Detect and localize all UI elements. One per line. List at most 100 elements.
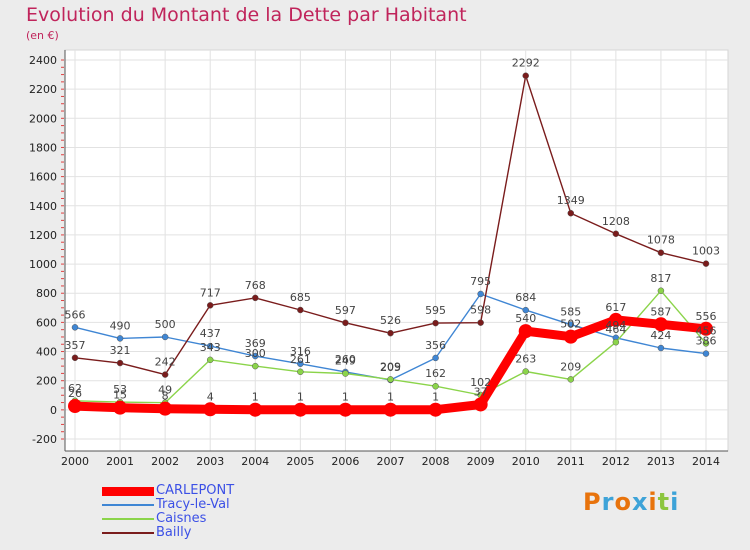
- data-point-caisnes: [342, 370, 349, 377]
- x-tick-label: 2004: [241, 455, 269, 468]
- data-point-caisnes: [612, 338, 620, 346]
- data-label-caisnes: 456: [696, 324, 717, 337]
- data-label-carlepont: 1: [387, 391, 394, 404]
- data-label-tracy-le-val: 424: [650, 329, 671, 342]
- legend-swatch-caisnes: [102, 518, 154, 520]
- data-point-carlepont: [518, 324, 533, 339]
- data-label-carlepont: 587: [650, 305, 671, 318]
- data-point-carlepont: [428, 402, 443, 417]
- data-label-bailly: 242: [155, 356, 176, 369]
- data-label-caisnes: 53: [113, 383, 127, 396]
- x-tick-label: 2000: [61, 455, 89, 468]
- legend-label-caisnes: Caisnes: [156, 511, 207, 526]
- data-point-carlepont: [563, 329, 578, 344]
- data-point-caisnes: [702, 340, 710, 347]
- x-tick-label: 2007: [377, 455, 405, 468]
- data-label-carlepont: 4: [207, 390, 214, 403]
- data-label-carlepont: 26: [68, 387, 82, 400]
- data-label-caisnes: 49: [158, 384, 172, 397]
- data-point-carlepont: [473, 397, 488, 412]
- data-point-caisnes: [522, 368, 529, 375]
- data-label-caisnes: 263: [515, 353, 536, 366]
- data-label-bailly: 1208: [602, 215, 630, 228]
- data-point-bailly: [702, 260, 710, 267]
- y-tick-label: 0: [50, 404, 57, 417]
- data-label-caisnes: 261: [290, 353, 311, 366]
- data-point-tracy-le-val: [522, 306, 529, 314]
- legend-item-caisnes: Caisnes: [102, 512, 322, 526]
- data-label-caisnes: 102: [470, 376, 491, 389]
- data-label-caisnes: 62: [68, 382, 82, 395]
- data-point-bailly: [342, 319, 349, 327]
- data-point-bailly: [252, 294, 259, 302]
- data-point-carlepont: [248, 402, 263, 417]
- logo-letter: i: [670, 488, 680, 516]
- data-point-tracy-le-val: [567, 321, 575, 328]
- data-label-bailly: 1349: [557, 194, 585, 207]
- data-label-carlepont: 1: [342, 391, 349, 404]
- data-label-tracy-le-val: 500: [155, 318, 176, 331]
- data-label-tracy-le-val: 795: [470, 275, 491, 288]
- data-point-tracy-le-val: [116, 335, 124, 342]
- data-label-carlepont: 1: [252, 391, 259, 404]
- x-tick-label: 2006: [331, 455, 359, 468]
- data-label-caisnes: 343: [200, 341, 221, 354]
- data-label-carlepont: 8: [162, 390, 169, 403]
- legend-item-bailly: Bailly: [102, 526, 322, 540]
- data-label-carlepont: 1: [297, 391, 304, 404]
- legend-label-tracy-le-val: Tracy-le-Val: [156, 497, 230, 512]
- data-label-caisnes: 162: [425, 367, 446, 380]
- data-label-bailly: 717: [200, 286, 221, 299]
- data-point-bailly: [612, 230, 620, 238]
- logo-letter: x: [631, 488, 649, 516]
- data-point-tracy-le-val: [71, 324, 79, 331]
- data-point-carlepont: [293, 402, 308, 417]
- x-tick-label: 2005: [286, 455, 314, 468]
- data-point-bailly: [116, 359, 124, 367]
- x-tick-label: 2010: [512, 455, 540, 468]
- y-tick-label: 200: [36, 375, 57, 388]
- data-point-tracy-le-val: [702, 350, 710, 357]
- data-label-caisnes: 464: [605, 323, 626, 336]
- data-label-tracy-le-val: 566: [65, 308, 86, 321]
- data-label-carlepont: 540: [515, 312, 536, 325]
- data-point-caisnes: [206, 356, 214, 364]
- data-label-caisnes: 817: [650, 272, 671, 285]
- data-point-bailly: [206, 302, 214, 309]
- y-tick-label: 1000: [29, 258, 57, 271]
- data-point-bailly: [71, 354, 79, 362]
- legend-swatch-tracy-le-val: [102, 504, 154, 506]
- data-label-bailly: 321: [110, 344, 131, 357]
- data-label-tracy-le-val: 369: [245, 337, 266, 350]
- logo-letter: o: [614, 488, 632, 516]
- data-label-caisnes: 209: [380, 360, 401, 373]
- data-point-caisnes: [387, 376, 394, 383]
- data-label-caisnes: 300: [245, 347, 266, 360]
- y-tick-label: 2200: [29, 83, 57, 96]
- data-point-bailly: [387, 329, 394, 337]
- data-point-carlepont: [68, 399, 82, 414]
- data-point-bailly: [567, 209, 575, 217]
- logo-letter: i: [648, 488, 658, 516]
- data-point-carlepont: [653, 317, 668, 332]
- data-label-bailly: 1003: [692, 245, 720, 258]
- data-point-bailly: [477, 319, 484, 326]
- data-label-bailly: 526: [380, 314, 401, 327]
- data-label-bailly: 1078: [647, 234, 675, 247]
- legend-label-bailly: Bailly: [156, 525, 192, 540]
- data-point-carlepont: [338, 402, 353, 417]
- data-label-tracy-le-val: 494: [605, 319, 626, 332]
- proxiti-logo: Proxiti: [583, 488, 679, 516]
- legend-swatch-carlepont: [102, 487, 154, 496]
- y-tick-label: -200: [32, 433, 57, 446]
- y-tick-label: 600: [36, 316, 57, 329]
- data-point-carlepont: [383, 402, 398, 417]
- data-point-tracy-le-val: [161, 333, 169, 341]
- x-tick-label: 2012: [602, 455, 630, 468]
- data-point-carlepont: [608, 312, 623, 327]
- data-point-caisnes: [657, 287, 665, 295]
- data-point-tracy-le-val: [297, 360, 304, 368]
- legend-item-tracy-le-val: Tracy-le-Val: [102, 498, 322, 512]
